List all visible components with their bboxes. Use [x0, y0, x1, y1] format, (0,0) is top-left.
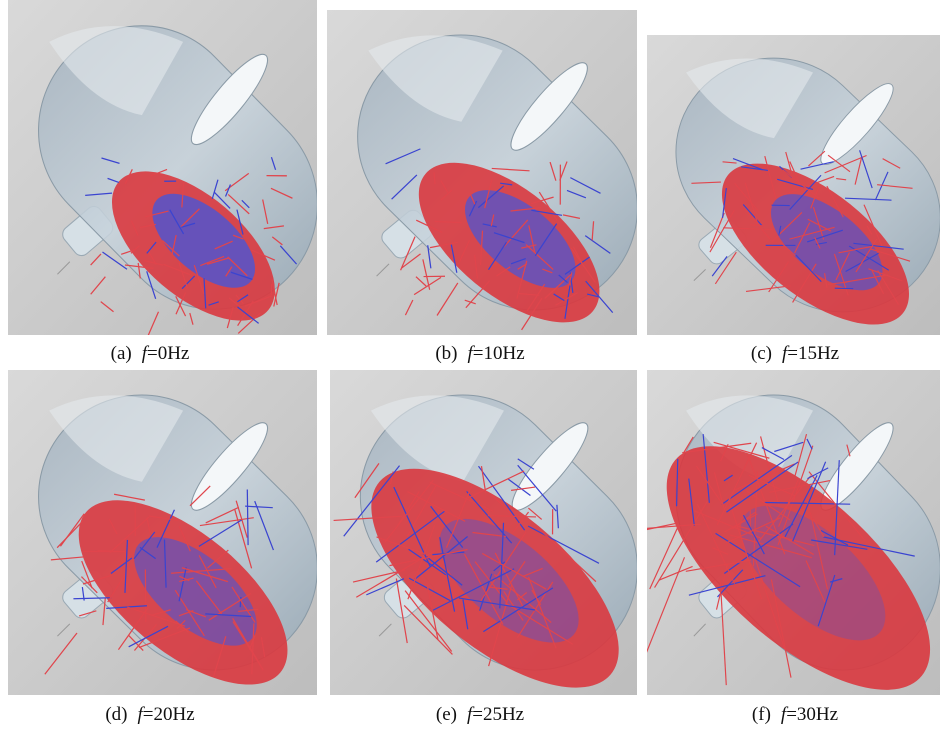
caption-rest: =15Hz [787, 343, 839, 364]
caption-label: (b) [435, 343, 457, 364]
simulation-image [8, 370, 317, 695]
tank-render [8, 0, 317, 335]
caption-rest: =10Hz [473, 343, 525, 364]
caption: (c)f=15Hz [695, 343, 895, 365]
streamline [240, 597, 241, 607]
figure-page: (a)f=0Hz (b)f=10Hz (c)f=15Hz (d)f=20Hz (e)f=… [0, 0, 945, 729]
streamline [271, 284, 272, 297]
streamline [835, 288, 853, 289]
tank-render [647, 370, 940, 695]
simulation-image [647, 35, 940, 335]
tank-render [327, 10, 637, 335]
caption-rest: =30Hz [786, 704, 838, 725]
caption-rest: =20Hz [143, 704, 195, 725]
tank-render [330, 370, 637, 695]
caption: (b)f=10Hz [380, 343, 580, 365]
caption-label: (a) [111, 343, 132, 364]
caption-label: (c) [751, 343, 772, 364]
simulation-image [647, 370, 940, 695]
caption-rest: =25Hz [472, 704, 524, 725]
streamline [247, 489, 248, 545]
simulation-image [330, 370, 637, 695]
simulation-image [8, 0, 317, 335]
caption-label: (f) [752, 704, 771, 725]
tank-render [8, 370, 317, 695]
caption-label: (d) [105, 704, 127, 725]
caption-label: (e) [436, 704, 457, 725]
caption-rest: =0Hz [147, 343, 189, 364]
simulation-image [327, 10, 637, 335]
caption: (a)f=0Hz [50, 343, 250, 365]
caption: (e)f=25Hz [380, 704, 580, 726]
tank-render [647, 35, 940, 335]
caption: (f)f=30Hz [695, 704, 895, 726]
caption: (d)f=20Hz [50, 704, 250, 726]
